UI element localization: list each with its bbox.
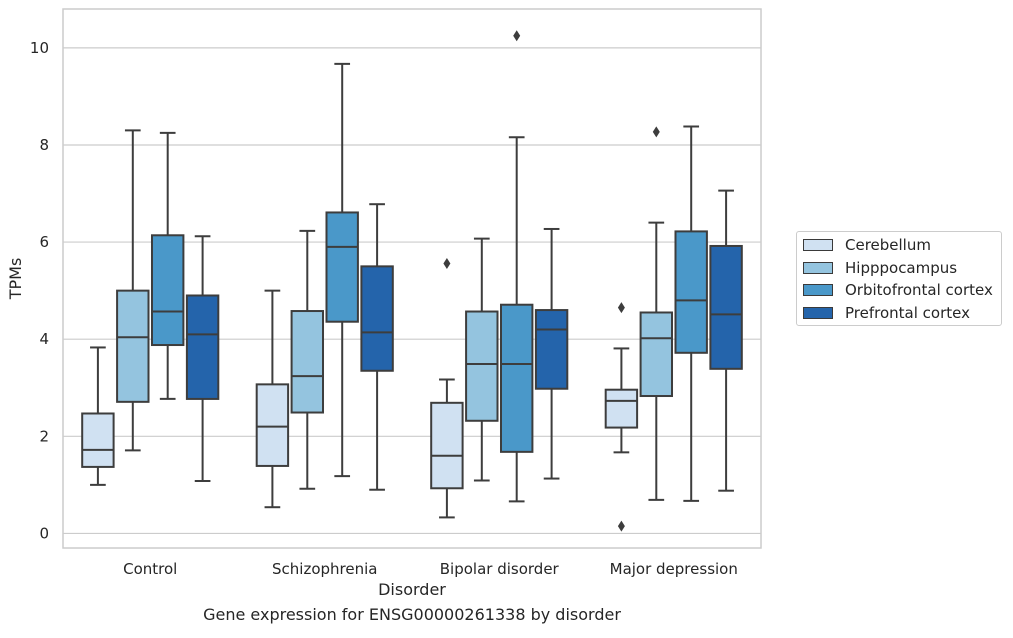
outlier-point bbox=[443, 257, 451, 269]
outlier-point bbox=[513, 30, 521, 42]
box bbox=[430, 401, 464, 490]
y-tick-label: 10 bbox=[30, 39, 49, 57]
box bbox=[290, 310, 325, 414]
box bbox=[639, 311, 674, 398]
box bbox=[674, 230, 708, 354]
outlier-point bbox=[617, 302, 625, 314]
outlier-point bbox=[652, 126, 660, 138]
plot-frame bbox=[62, 8, 762, 549]
box bbox=[534, 309, 569, 390]
outlier-point bbox=[617, 520, 625, 532]
legend-label: Prefrontal cortex bbox=[845, 304, 970, 322]
box bbox=[255, 383, 290, 467]
legend-swatch bbox=[803, 284, 833, 296]
box bbox=[150, 234, 185, 347]
y-tick-label: 2 bbox=[39, 427, 49, 445]
x-tick-label: Control bbox=[123, 560, 177, 578]
y-tick-label: 6 bbox=[39, 233, 49, 251]
box bbox=[465, 310, 499, 422]
legend-item: Prefrontal cortex bbox=[803, 302, 970, 324]
legend: Cerebellum Hipppocampus Orbitofrontal co… bbox=[796, 231, 1002, 326]
box bbox=[325, 211, 359, 323]
box bbox=[185, 294, 220, 400]
legend-item: Orbitofrontal cortex bbox=[803, 279, 993, 301]
legend-item: Cerebellum bbox=[803, 234, 931, 256]
x-tick-label: Schizophrenia bbox=[272, 560, 377, 578]
legend-swatch bbox=[803, 239, 833, 251]
legend-swatch bbox=[803, 307, 833, 319]
x-tick-label: Bipolar disorder bbox=[440, 560, 560, 578]
y-axis-label: TPMs bbox=[6, 258, 25, 301]
y-tick-label: 8 bbox=[39, 136, 49, 154]
y-tick-label: 4 bbox=[39, 330, 49, 348]
box bbox=[499, 303, 534, 453]
legend-item: Hipppocampus bbox=[803, 257, 957, 279]
x-tick-label: Major depression bbox=[610, 560, 738, 578]
box bbox=[709, 244, 743, 370]
box bbox=[116, 289, 150, 403]
x-axis-label: Disorder bbox=[378, 580, 446, 599]
box bbox=[604, 388, 639, 429]
box bbox=[360, 265, 394, 372]
legend-label: Cerebellum bbox=[845, 236, 931, 254]
chart-title: Gene expression for ENSG00000261338 by d… bbox=[203, 605, 621, 624]
legend-label: Orbitofrontal cortex bbox=[845, 281, 993, 299]
legend-label: Hipppocampus bbox=[845, 259, 958, 277]
box bbox=[81, 412, 115, 468]
legend-swatch bbox=[803, 262, 833, 274]
y-tick-label: 0 bbox=[39, 524, 49, 542]
